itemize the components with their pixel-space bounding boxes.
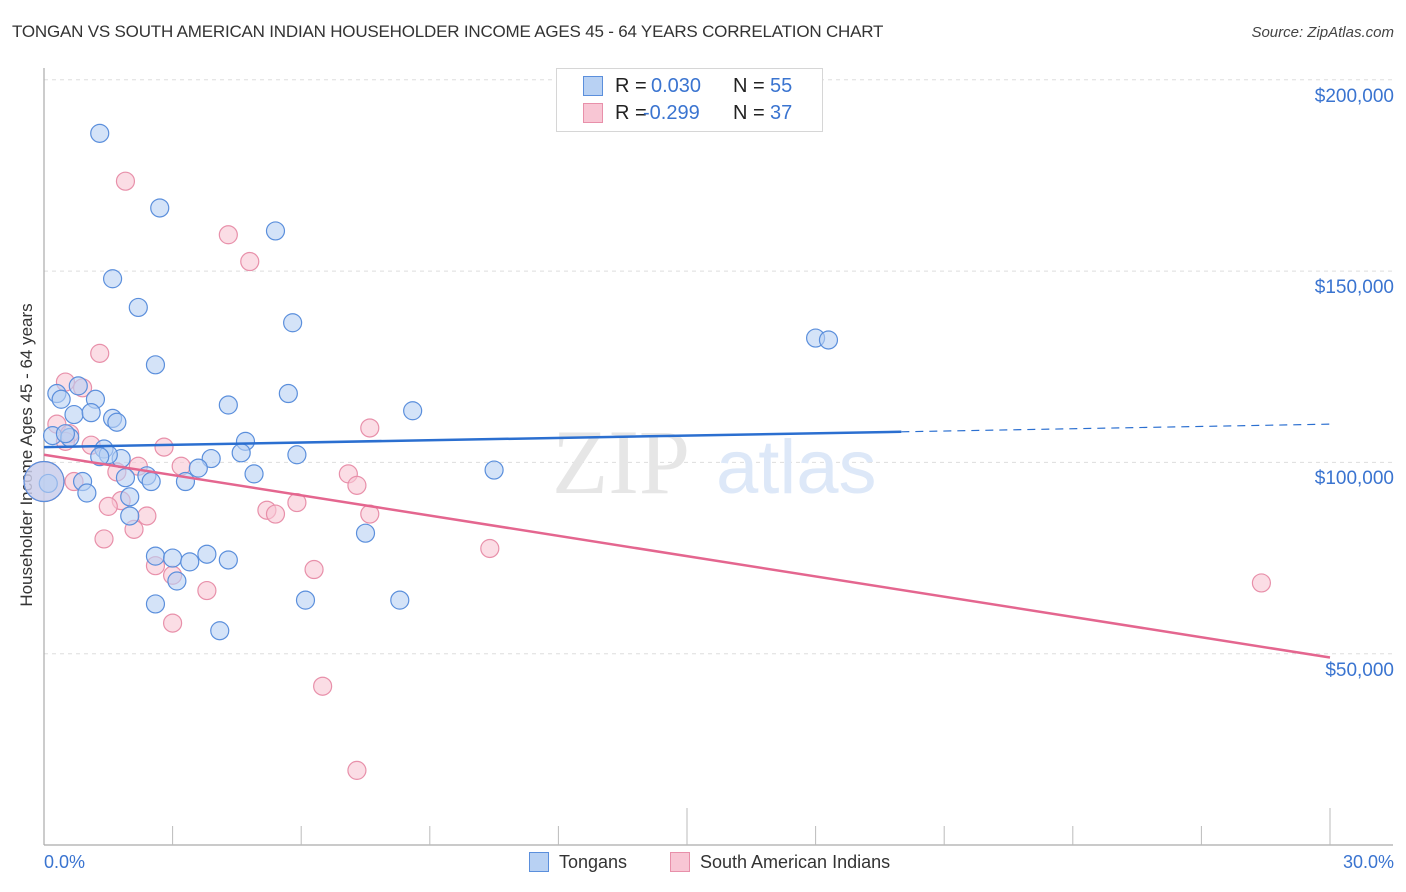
watermark-atlas: atlas [716,425,877,510]
data-point [347,475,367,495]
data-point [218,225,238,245]
data-point [818,330,839,350]
source-label: Source: ZipAtlas.com [1251,24,1394,41]
sai-swatch [670,852,690,872]
data-point [23,460,65,503]
data-point [137,506,157,526]
sai-swatch [583,103,603,123]
data-point [180,552,200,572]
data-point [295,590,316,610]
data-point [167,571,187,591]
r-label: R = [615,102,647,124]
watermark-zip: ZIP [552,411,690,513]
data-point [480,538,500,559]
data-point [90,123,110,143]
data-point [115,171,136,191]
data-point [484,460,504,480]
data-point [287,445,307,465]
data-point [145,546,166,566]
trend-line-tongans-extension [901,423,1331,433]
r-value: 0.030 [651,75,702,97]
data-point [163,548,183,568]
n-label: N = [733,75,765,97]
n-label: N = [733,102,765,124]
data-point [313,676,333,696]
data-point [197,544,217,564]
data-point [154,437,174,457]
data-point [102,269,123,289]
data-point [210,621,230,641]
r-label: R = [615,75,647,97]
correlation-legend: R = 0.030 N = 55 R = -0.299 N = 37 [556,68,823,132]
data-point [98,496,118,516]
n-value: 37 [770,102,793,124]
trend-line-tongans [43,430,902,449]
data-point [218,550,238,570]
data-point [51,389,71,409]
data-point [403,401,423,421]
gridlines [44,79,1395,655]
data-point [68,376,88,396]
data-point [188,458,208,478]
y-tick-50000: $50,000 [1325,660,1394,681]
axes [43,68,1393,846]
data-point [120,506,140,526]
data-point [145,594,166,614]
trend-lines [43,423,1331,659]
data-point [355,523,376,543]
data-point [90,447,110,467]
y-tick-150000: $150,000 [1314,277,1394,298]
y-tick-200000: $200,000 [1314,86,1394,107]
chart-title: TONGAN VS SOUTH AMERICAN INDIAN HOUSEHOL… [12,22,884,41]
data-point [64,404,84,425]
data-point [240,251,260,272]
tongans-swatch [529,852,549,872]
data-point [304,559,324,580]
data-point [201,448,221,469]
x-tick-0: 0.0% [44,852,86,872]
data-point [265,504,286,524]
data-point [128,297,148,318]
data-point [231,443,251,463]
data-point [244,464,264,484]
x-tick-30: 30.0% [1342,852,1394,872]
data-point [278,383,298,404]
data-point [141,471,161,492]
trend-line-south-american-indians [43,453,1331,659]
r-value: -0.299 [643,102,700,124]
data-point [81,403,101,423]
data-point [120,487,140,507]
data-point [55,424,76,444]
n-value: 55 [770,75,793,97]
tongans-swatch [583,76,603,96]
legend-label: South American Indians [700,852,891,872]
data-point [90,343,110,363]
legend-item-tongans[interactable]: Tongans [529,852,627,873]
data-point [347,760,367,780]
watermark: ZIP atlas [552,411,877,513]
data-point [145,355,166,375]
legend-item-south-american-indians[interactable]: South American Indians [670,852,890,873]
data-point [197,580,217,601]
data-point [265,221,286,241]
data-point [283,313,303,333]
data-point [360,418,380,438]
y-tick-100000: $100,000 [1314,468,1394,489]
data-point [107,412,127,432]
data-point [163,613,183,633]
data-point [218,395,238,415]
series-tongans-points [23,123,839,641]
data-point [390,590,410,610]
data-point [77,483,97,503]
data-point [94,529,114,549]
legend-label: Tongans [559,852,628,872]
data-point [115,468,136,488]
data-point [1251,573,1272,593]
data-point [150,198,170,218]
